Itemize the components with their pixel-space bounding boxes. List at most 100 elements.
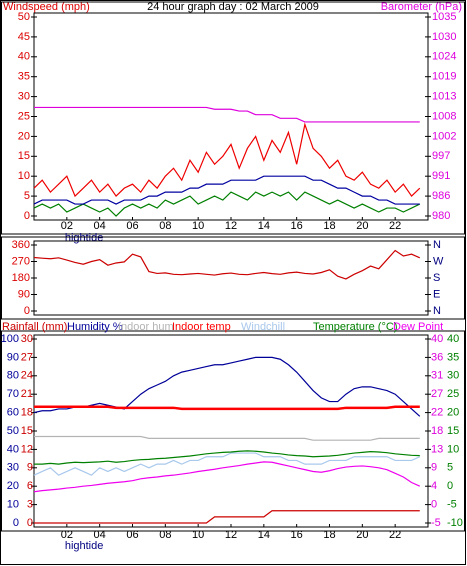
x-tick-label: 14 bbox=[258, 220, 270, 232]
x-tick-label: 18 bbox=[323, 220, 335, 232]
series-line bbox=[33, 175, 420, 205]
y2-tick-label: 40 bbox=[447, 333, 459, 345]
x-tick-label: 20 bbox=[356, 220, 368, 232]
y-tick-label: 20 bbox=[18, 130, 30, 142]
legend-label: Windchill bbox=[241, 321, 285, 333]
y-tick-label: 15 bbox=[18, 150, 30, 162]
y-tick-label: 100 bbox=[1, 333, 19, 345]
y2-tick-label: 997 bbox=[432, 150, 450, 162]
x-tick-label: 22 bbox=[389, 529, 401, 541]
y-tick-label: 90 bbox=[7, 351, 19, 363]
y-tick-label: 270 bbox=[12, 255, 30, 267]
y2-tick-label: 1008 bbox=[432, 110, 456, 122]
x-tick-label: 10 bbox=[192, 220, 204, 232]
y4-tick-label: -5 bbox=[431, 517, 441, 529]
y2-tick-label: -10 bbox=[447, 517, 463, 529]
y2-tick-label: N bbox=[433, 305, 441, 317]
series-line bbox=[33, 122, 421, 198]
y3-tick-label: 3 bbox=[27, 499, 33, 511]
legend-label: Dew Point bbox=[393, 321, 443, 333]
y3-tick-label: 30 bbox=[21, 333, 33, 345]
y-tick-label: 35 bbox=[18, 71, 30, 83]
y-tick-label: 60 bbox=[7, 407, 19, 419]
legend-label: Rainfall (mm) bbox=[2, 321, 67, 333]
y2-tick-label: E bbox=[433, 288, 440, 300]
series-line bbox=[33, 191, 421, 217]
y3-tick-label: 21 bbox=[21, 388, 33, 400]
x-tick-label: 02 bbox=[61, 529, 73, 541]
y4-tick-label: 13 bbox=[431, 443, 443, 455]
y2-tick-label: 0 bbox=[447, 480, 453, 492]
y-tick-label: 360 bbox=[12, 239, 30, 251]
y3-tick-label: 6 bbox=[27, 480, 33, 492]
y2-axis-title: Barometer (hPa) bbox=[381, 1, 462, 13]
y3-tick-label: 18 bbox=[21, 407, 33, 419]
y2-tick-label: 991 bbox=[432, 170, 450, 182]
y3-tick-label: 27 bbox=[21, 351, 33, 363]
x-tick-label: 10 bbox=[192, 529, 204, 541]
series-line bbox=[34, 435, 420, 441]
y-tick-label: 0 bbox=[24, 210, 30, 222]
y4-tick-label: 0 bbox=[431, 499, 437, 511]
y2-tick-label: S bbox=[433, 272, 440, 284]
y3-tick-label: 12 bbox=[21, 443, 33, 455]
x-tick-label: 16 bbox=[291, 529, 303, 541]
y4-tick-label: 18 bbox=[431, 425, 443, 437]
y2-tick-label: 1013 bbox=[432, 91, 456, 103]
x-tick-label: 04 bbox=[94, 529, 106, 541]
y-tick-label: 20 bbox=[7, 480, 19, 492]
series-line bbox=[33, 461, 421, 493]
y-tick-label: 40 bbox=[7, 443, 19, 455]
series-line bbox=[34, 106, 420, 123]
x-tick-label: 02 bbox=[61, 220, 73, 232]
y2-tick-label: 1019 bbox=[432, 71, 456, 83]
y-tick-label: 80 bbox=[7, 370, 19, 382]
y4-tick-label: 31 bbox=[431, 370, 443, 382]
series-line bbox=[34, 405, 420, 411]
y4-tick-label: 4 bbox=[431, 480, 437, 492]
y2-tick-label: W bbox=[433, 255, 444, 267]
y-tick-label: 30 bbox=[18, 91, 30, 103]
y-tick-label: 50 bbox=[18, 11, 30, 23]
y-tick-label: 45 bbox=[18, 31, 30, 43]
y2-tick-label: 1030 bbox=[432, 31, 456, 43]
y3-tick-label: 24 bbox=[21, 370, 33, 382]
x-tick-label: 22 bbox=[389, 220, 401, 232]
y-tick-label: 90 bbox=[18, 288, 30, 300]
series-line bbox=[33, 356, 421, 417]
y-tick-label: 25 bbox=[18, 110, 30, 122]
y2-tick-label: 10 bbox=[447, 443, 459, 455]
y2-tick-label: 35 bbox=[447, 351, 459, 363]
legend-label: Humidity % bbox=[67, 321, 123, 333]
legend-label: Temperature (°C) bbox=[313, 321, 397, 333]
y-tick-label: 10 bbox=[7, 499, 19, 511]
y2-tick-label: 5 bbox=[447, 462, 453, 474]
y2-tick-label: 30 bbox=[447, 370, 459, 382]
y2-tick-label: N bbox=[433, 239, 441, 251]
y4-tick-label: 27 bbox=[431, 388, 443, 400]
annotation: hightide bbox=[65, 540, 104, 552]
panel bbox=[1, 1, 465, 235]
y2-tick-label: 980 bbox=[432, 210, 450, 222]
y-tick-label: 180 bbox=[12, 272, 30, 284]
y-tick-label: 70 bbox=[7, 388, 19, 400]
y2-tick-label: 25 bbox=[447, 388, 459, 400]
y3-tick-label: 0 bbox=[27, 517, 33, 529]
y-tick-label: 30 bbox=[7, 462, 19, 474]
x-tick-label: 12 bbox=[225, 529, 237, 541]
panel bbox=[1, 236, 465, 320]
y3-tick-label: 9 bbox=[27, 462, 33, 474]
panel bbox=[1, 330, 465, 532]
y2-tick-label: 1024 bbox=[432, 51, 456, 63]
series-line bbox=[33, 452, 421, 476]
y2-tick-label: 1035 bbox=[432, 11, 456, 23]
x-tick-label: 06 bbox=[126, 220, 138, 232]
x-tick-label: 20 bbox=[356, 529, 368, 541]
series-line bbox=[34, 450, 420, 465]
y-tick-label: 0 bbox=[24, 305, 30, 317]
y-tick-label: 40 bbox=[18, 51, 30, 63]
y2-tick-label: 20 bbox=[447, 407, 459, 419]
